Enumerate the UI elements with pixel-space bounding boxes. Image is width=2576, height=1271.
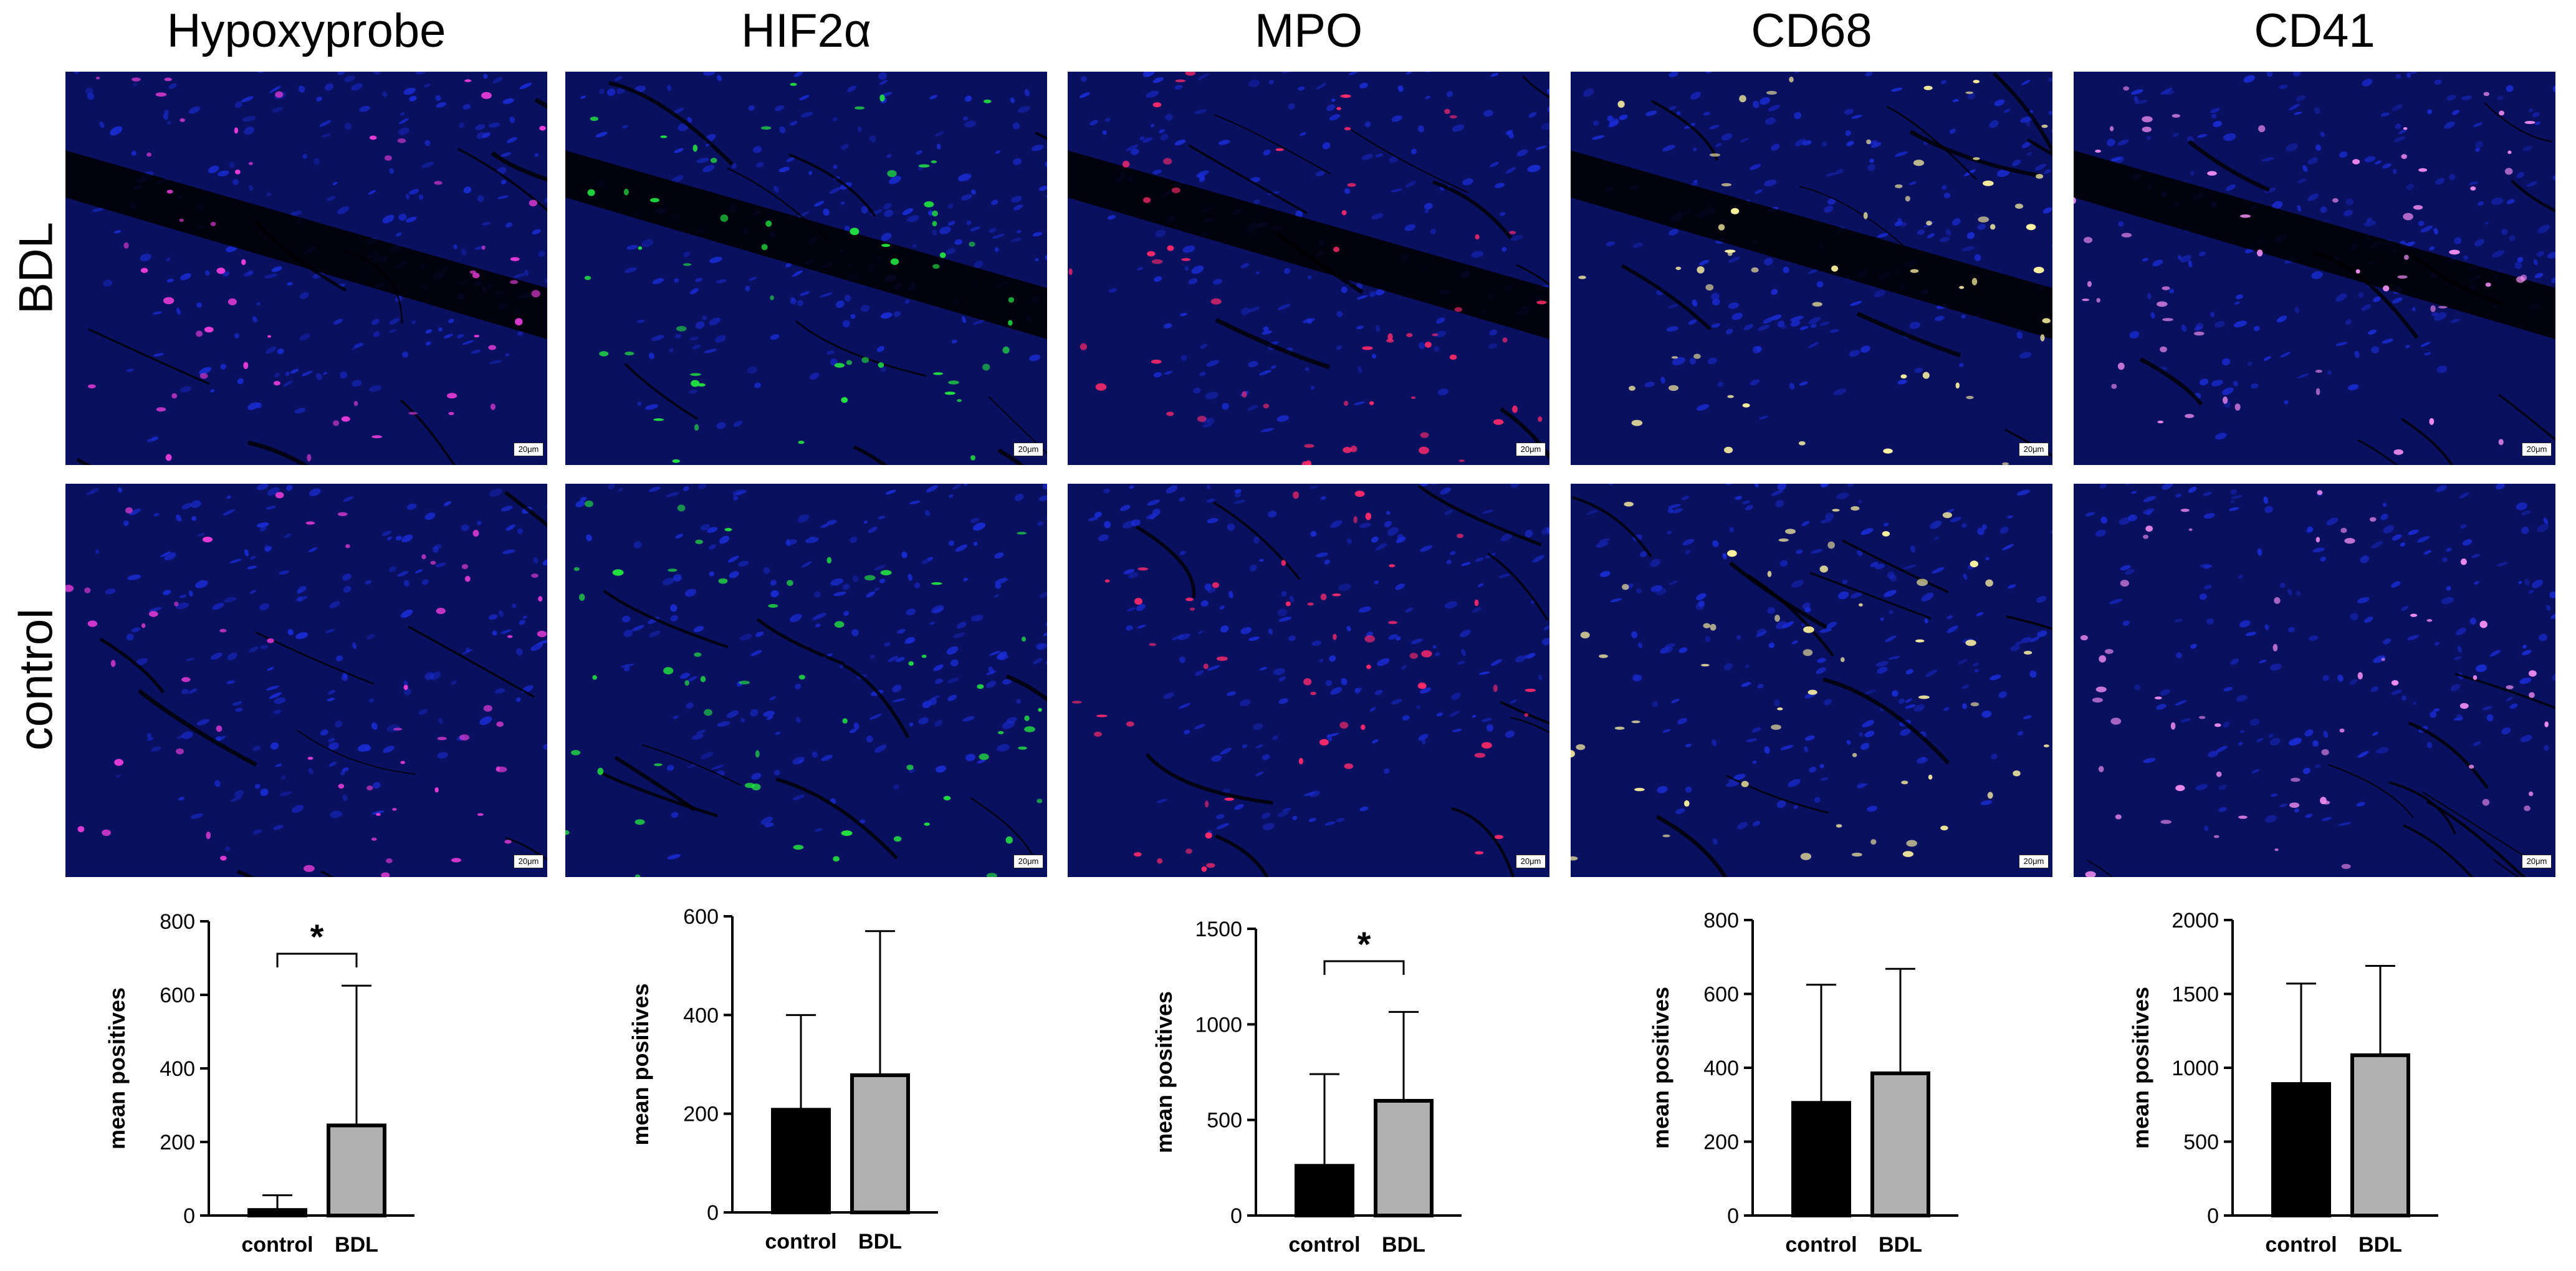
bar-control: [247, 1208, 307, 1217]
bar-bdl: [1374, 1099, 1434, 1217]
significance-bracket: [276, 952, 358, 967]
micrograph-bdl-cd41: 20μm: [2074, 72, 2555, 465]
micrograph-texture: [65, 72, 547, 465]
y-tick-label: 400: [683, 1004, 719, 1027]
micrograph-control-mpo: 20μm: [1068, 484, 1549, 877]
x-tick-label: BDL: [1382, 1233, 1425, 1257]
scale-bar: 20μm: [1516, 855, 1546, 868]
bar-control: [2271, 1082, 2331, 1217]
x-tick-label: BDL: [335, 1233, 378, 1257]
column-title-cd41: CD41: [2254, 4, 2375, 57]
significance-star: *: [310, 917, 324, 956]
micrograph-texture: [1068, 72, 1549, 465]
micrograph-texture: [65, 484, 547, 877]
micrograph-texture: [1571, 484, 2052, 877]
significance-star: *: [1357, 924, 1371, 964]
x-tick-label: control: [1785, 1233, 1857, 1257]
significance-bracket: [1323, 960, 1405, 975]
bar-bdl: [2350, 1053, 2410, 1217]
y-tick-label: 0: [1230, 1204, 1242, 1228]
row-label-bdl: BDL: [9, 222, 63, 314]
micrograph-control-hif2a: 20μm: [565, 484, 1047, 877]
y-axis-label: mean positives: [1151, 991, 1177, 1153]
bar-control: [1791, 1101, 1851, 1217]
y-tick-label: 0: [2207, 1204, 2219, 1228]
scale-bar: 20μm: [514, 855, 543, 868]
y-tick-label: 200: [1703, 1131, 1739, 1154]
y-axis-label: mean positives: [1648, 987, 1673, 1149]
micrograph-control-cd41: 20μm: [2074, 484, 2555, 877]
column-title-mpo: MPO: [1254, 4, 1363, 57]
micrograph-bdl-hypoxyprobe: 20μm: [65, 72, 547, 465]
y-axis-label: mean positives: [628, 983, 653, 1145]
y-tick-label: 1000: [1195, 1013, 1242, 1037]
bar-control: [771, 1108, 831, 1215]
bar-control: [1295, 1164, 1354, 1217]
micrograph-texture: [1068, 484, 1549, 877]
scale-bar: 20μm: [1516, 443, 1546, 456]
column-title-hypoxyprobe: Hypoxyprobe: [166, 4, 446, 57]
micrograph-bdl-cd68: 20μm: [1571, 72, 2052, 465]
y-tick-label: 400: [1703, 1057, 1739, 1080]
y-tick-label: 600: [160, 984, 195, 1007]
y-tick-label: 1500: [2171, 983, 2219, 1007]
x-tick-label: BDL: [1879, 1233, 1922, 1257]
y-tick-label: 400: [160, 1057, 195, 1081]
row-label-control: control: [9, 608, 63, 751]
bar-bdl: [1870, 1071, 1930, 1218]
scale-bar: 20μm: [1013, 855, 1043, 868]
bar-bdl: [850, 1073, 910, 1214]
x-tick-label: BDL: [858, 1230, 902, 1254]
micrograph-texture: [2074, 72, 2555, 465]
y-tick-label: 2000: [2171, 909, 2219, 933]
y-tick-label: 1500: [1195, 918, 1242, 941]
micrograph-bdl-mpo: 20μm: [1068, 72, 1549, 465]
x-tick-label: BDL: [2358, 1233, 2402, 1257]
micrograph-texture: [1571, 72, 2052, 465]
x-tick-label: control: [241, 1233, 313, 1257]
x-tick-label: control: [1288, 1233, 1360, 1257]
y-tick-label: 500: [1207, 1109, 1242, 1133]
y-tick-label: 200: [683, 1103, 719, 1126]
y-tick-label: 600: [683, 905, 719, 929]
column-title-cd68: CD68: [1751, 4, 1872, 57]
y-tick-label: 0: [707, 1201, 719, 1225]
micrograph-texture: [2074, 484, 2555, 877]
x-tick-label: control: [765, 1230, 836, 1254]
y-tick-label: 500: [2183, 1131, 2219, 1154]
scale-bar: 20μm: [2019, 855, 2049, 868]
scale-bar: 20μm: [1013, 443, 1043, 456]
y-tick-label: 0: [183, 1204, 195, 1228]
y-axis-label: mean positives: [2128, 987, 2153, 1149]
y-tick-label: 0: [1727, 1204, 1739, 1228]
y-tick-label: 800: [1703, 909, 1739, 933]
scale-bar: 20μm: [514, 443, 543, 456]
micrograph-control-cd68: 20μm: [1571, 484, 2052, 877]
y-tick-label: 600: [1703, 983, 1739, 1007]
y-tick-label: 1000: [2171, 1057, 2219, 1080]
y-tick-label: 200: [160, 1131, 195, 1154]
scale-bar: 20μm: [2019, 443, 2049, 456]
scale-bar: 20μm: [2522, 443, 2552, 456]
x-tick-label: control: [2265, 1233, 2337, 1257]
y-tick-label: 800: [160, 910, 195, 934]
micrograph-control-hypoxyprobe: 20μm: [65, 484, 547, 877]
column-title-hif2a: HIF2α: [741, 4, 871, 57]
micrograph-bdl-hif2a: 20μm: [565, 72, 1047, 465]
y-axis-label: mean positives: [104, 987, 130, 1149]
micrograph-texture: [565, 484, 1047, 877]
bar-bdl: [327, 1123, 386, 1218]
micrograph-texture: [565, 72, 1047, 465]
scale-bar: 20μm: [2522, 855, 2552, 868]
